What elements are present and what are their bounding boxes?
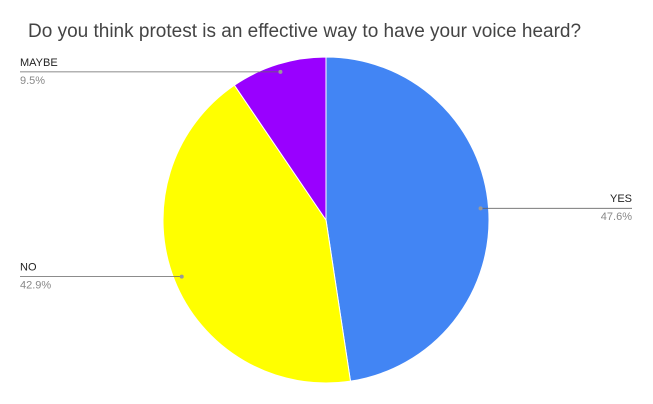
pie-slice — [162, 84, 352, 384]
slice-value: 9.5% — [20, 75, 45, 87]
chart-title: Do you think protest is an effective way… — [28, 21, 581, 42]
leader-dot — [179, 274, 184, 279]
slice-value: 47.6% — [601, 211, 632, 223]
slice-label: YES — [610, 193, 632, 205]
slice-label: MAYBE — [20, 57, 58, 69]
pie-slice — [325, 56, 490, 382]
slice-value: 42.9% — [20, 280, 51, 292]
leader-dot — [278, 69, 283, 74]
slice-label: NO — [20, 262, 37, 274]
pie-slice — [233, 56, 327, 222]
leader-dot — [478, 206, 483, 211]
